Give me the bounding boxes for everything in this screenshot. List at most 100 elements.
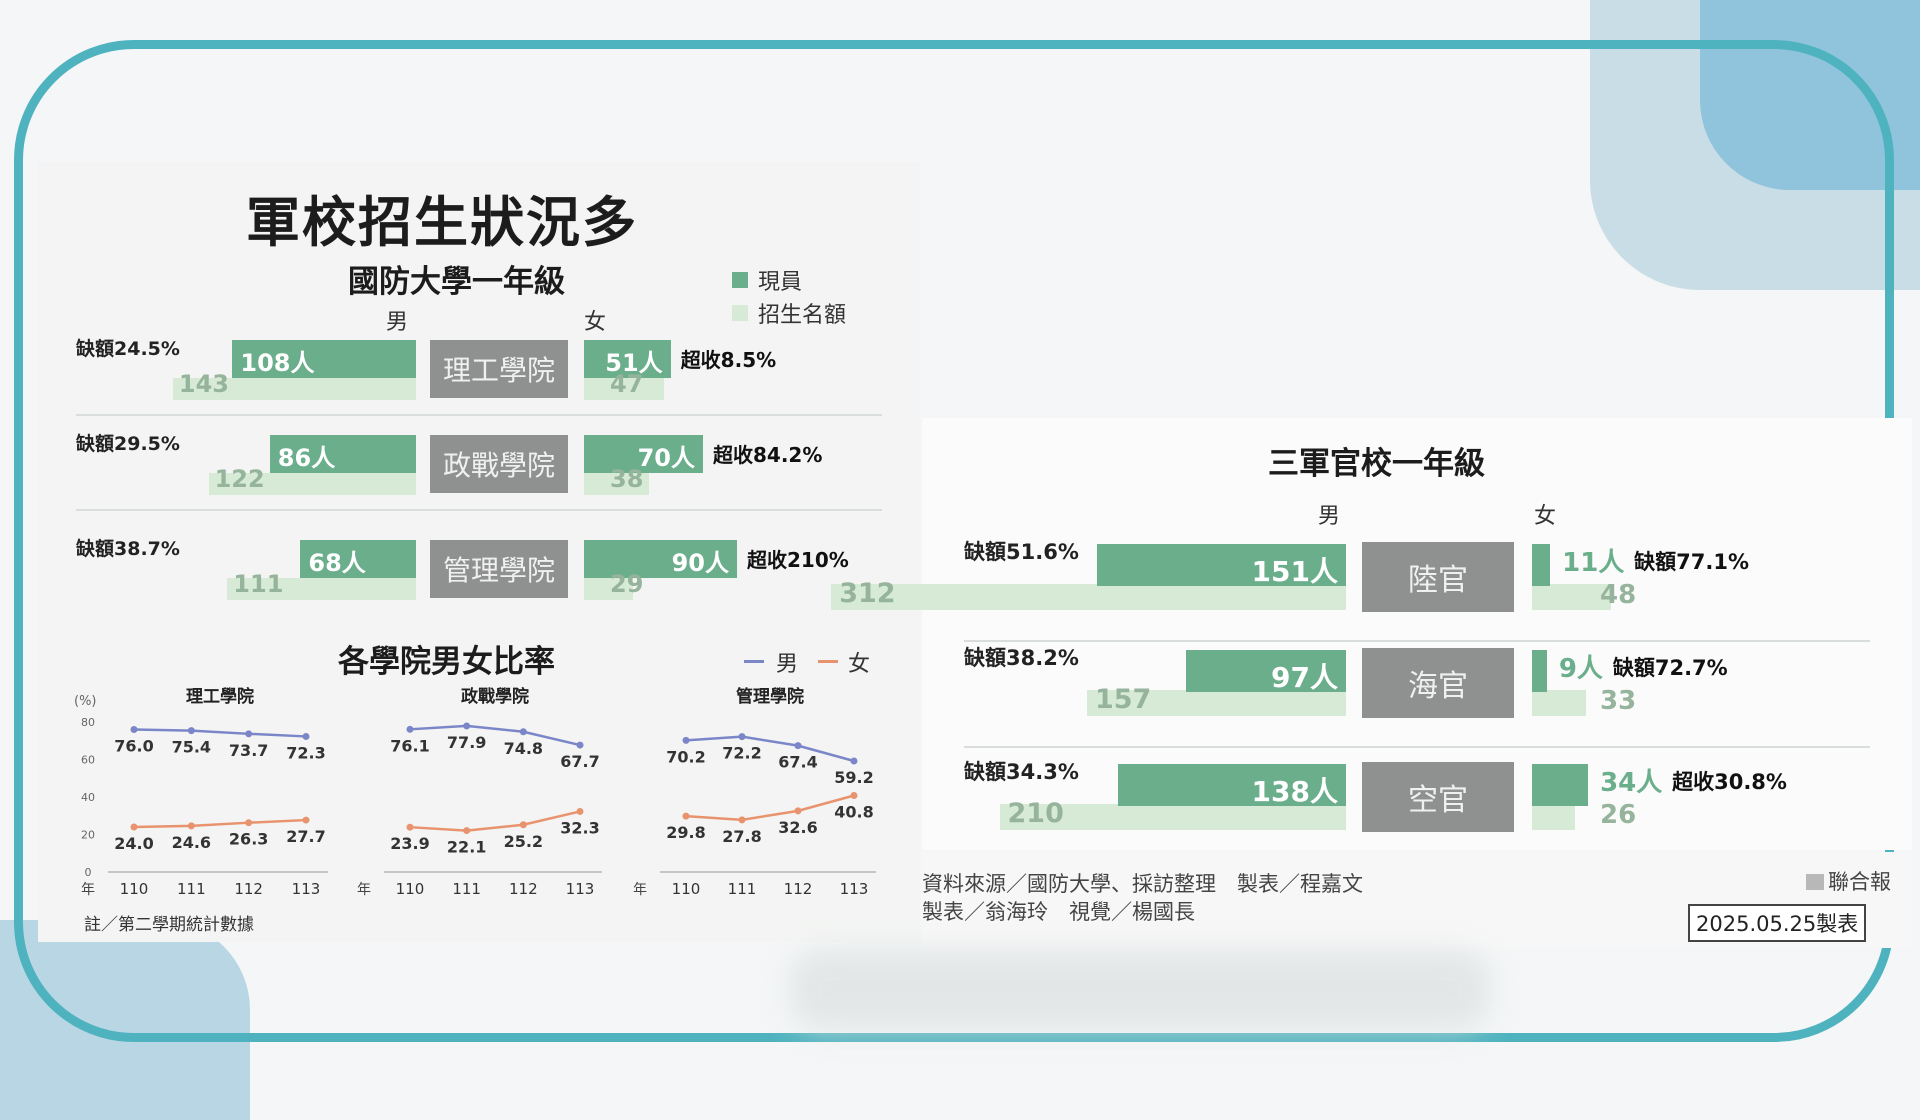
female-quota-label: 29 <box>610 570 644 598</box>
legend-male-line <box>744 660 764 663</box>
male-gap-note: 缺額24.5% <box>76 338 180 360</box>
male-quota-bar <box>1086 690 1346 716</box>
x-axis-year-label: 年 <box>81 882 95 898</box>
female-current-label: 34人 <box>1600 768 1663 798</box>
male-quota-bar <box>208 473 416 495</box>
male-gap-note: 缺額51.6% <box>964 540 1079 564</box>
x-tick-label: 110 <box>672 880 701 898</box>
male-current-bar <box>269 435 416 473</box>
male-current-bar <box>1118 764 1346 806</box>
male-point <box>738 733 746 741</box>
y-tick-label: 80 <box>81 716 95 729</box>
data-label: 76.1 <box>390 736 429 755</box>
female-note: 超收84.2% <box>713 443 823 467</box>
data-label: 22.1 <box>447 838 486 857</box>
male-point <box>794 742 802 750</box>
male-quota-label: 312 <box>839 578 896 609</box>
male-quota-bar <box>172 378 416 400</box>
data-label: 77.9 <box>447 733 486 752</box>
x-tick-label: 110 <box>120 880 149 898</box>
male-quota-label: 122 <box>214 465 265 493</box>
male-point <box>302 732 310 740</box>
male-quota-label: 111 <box>233 570 284 598</box>
legend-female-label: 女 <box>848 652 871 677</box>
blurred-caption <box>790 950 1490 1030</box>
male-line <box>685 735 855 763</box>
ratio-panel-title: 理工學院 <box>186 686 254 707</box>
credits-note: 製表／翁海玲 視覺／楊國長 <box>922 900 1195 924</box>
male-current-bar <box>232 340 416 378</box>
male-point <box>187 727 195 735</box>
academies-female-label: 女 <box>1534 504 1557 529</box>
female-quota-label: 38 <box>610 465 644 493</box>
data-label: 24.0 <box>114 834 153 853</box>
academy-category: 海官 <box>1362 648 1514 718</box>
ratio-note: 註／第二學期統計數據 <box>84 915 254 935</box>
female-point <box>850 792 858 799</box>
female-note: 超收30.8% <box>1672 770 1787 794</box>
female-current-bar <box>584 435 703 473</box>
ndu-male-label: 男 <box>386 310 409 335</box>
female-current-bar <box>584 340 671 378</box>
female-note: 超收210% <box>747 548 849 572</box>
male-current-label: 97人 <box>1271 661 1338 694</box>
female-note: 超收8.5% <box>680 348 777 372</box>
row-separator <box>964 746 1870 748</box>
academies-male-label: 男 <box>1318 504 1341 529</box>
female-current-label: 11人 <box>1562 548 1625 578</box>
male-point <box>463 722 471 730</box>
male-gap-note: 缺額34.3% <box>964 760 1079 784</box>
female-line <box>133 818 307 829</box>
x-tick-label: 110 <box>396 880 425 898</box>
academy-category: 空官 <box>1362 762 1514 832</box>
x-tick-label: 111 <box>452 880 481 898</box>
legend-female-line <box>818 660 838 663</box>
male-current-bar <box>1096 544 1346 586</box>
female-point <box>245 819 253 827</box>
female-point <box>794 807 802 815</box>
male-line <box>409 724 581 747</box>
male-current-label: 86人 <box>277 444 336 472</box>
brand-name: 聯合報 <box>1828 870 1891 894</box>
female-current-bar <box>1532 544 1551 586</box>
y-tick-label: 20 <box>81 829 95 842</box>
female-point <box>463 827 471 835</box>
male-quota-label: 210 <box>1007 798 1064 829</box>
female-current-label: 51人 <box>605 349 663 377</box>
legend-quota-label: 招生名額 <box>758 303 847 328</box>
male-point <box>519 728 527 736</box>
male-current-label: 151人 <box>1251 555 1338 588</box>
male-point <box>576 741 584 749</box>
x-axis-year-label: 年 <box>357 882 371 898</box>
data-label: 59.2 <box>834 768 873 787</box>
brand-logo-mark <box>1806 874 1824 890</box>
data-label: 26.3 <box>229 830 268 849</box>
male-current-bar <box>1185 650 1346 692</box>
x-tick-label: 113 <box>566 880 595 898</box>
x-tick-label: 112 <box>509 880 538 898</box>
female-current-label: 9人 <box>1558 654 1603 684</box>
ratio-unit-label: (%) <box>74 694 97 709</box>
ndu-subtitle: 國防大學一年級 <box>348 264 565 300</box>
male-current-label: 138人 <box>1251 775 1338 808</box>
male-gap-note: 缺額38.7% <box>76 538 180 560</box>
female-point <box>682 812 690 820</box>
female-quota-bar <box>584 378 664 400</box>
ratio-panel-title: 管理學院 <box>736 686 804 707</box>
source-note: 資料來源／國防大學、採訪整理 製表／程嘉文 <box>922 872 1363 896</box>
male-line <box>133 728 307 738</box>
female-current-label: 90人 <box>671 549 729 577</box>
female-current-bar <box>1532 650 1547 692</box>
data-label: 74.8 <box>504 739 543 758</box>
female-quota-bar <box>584 473 649 495</box>
female-current-bar <box>584 540 737 578</box>
college-category: 管理學院 <box>430 540 568 598</box>
male-point <box>245 730 253 738</box>
female-point <box>519 821 527 829</box>
data-label: 73.7 <box>229 741 268 760</box>
female-line <box>409 810 581 832</box>
data-label: 72.3 <box>286 743 325 762</box>
male-current-bar <box>300 540 416 578</box>
data-label: 32.3 <box>560 818 599 837</box>
